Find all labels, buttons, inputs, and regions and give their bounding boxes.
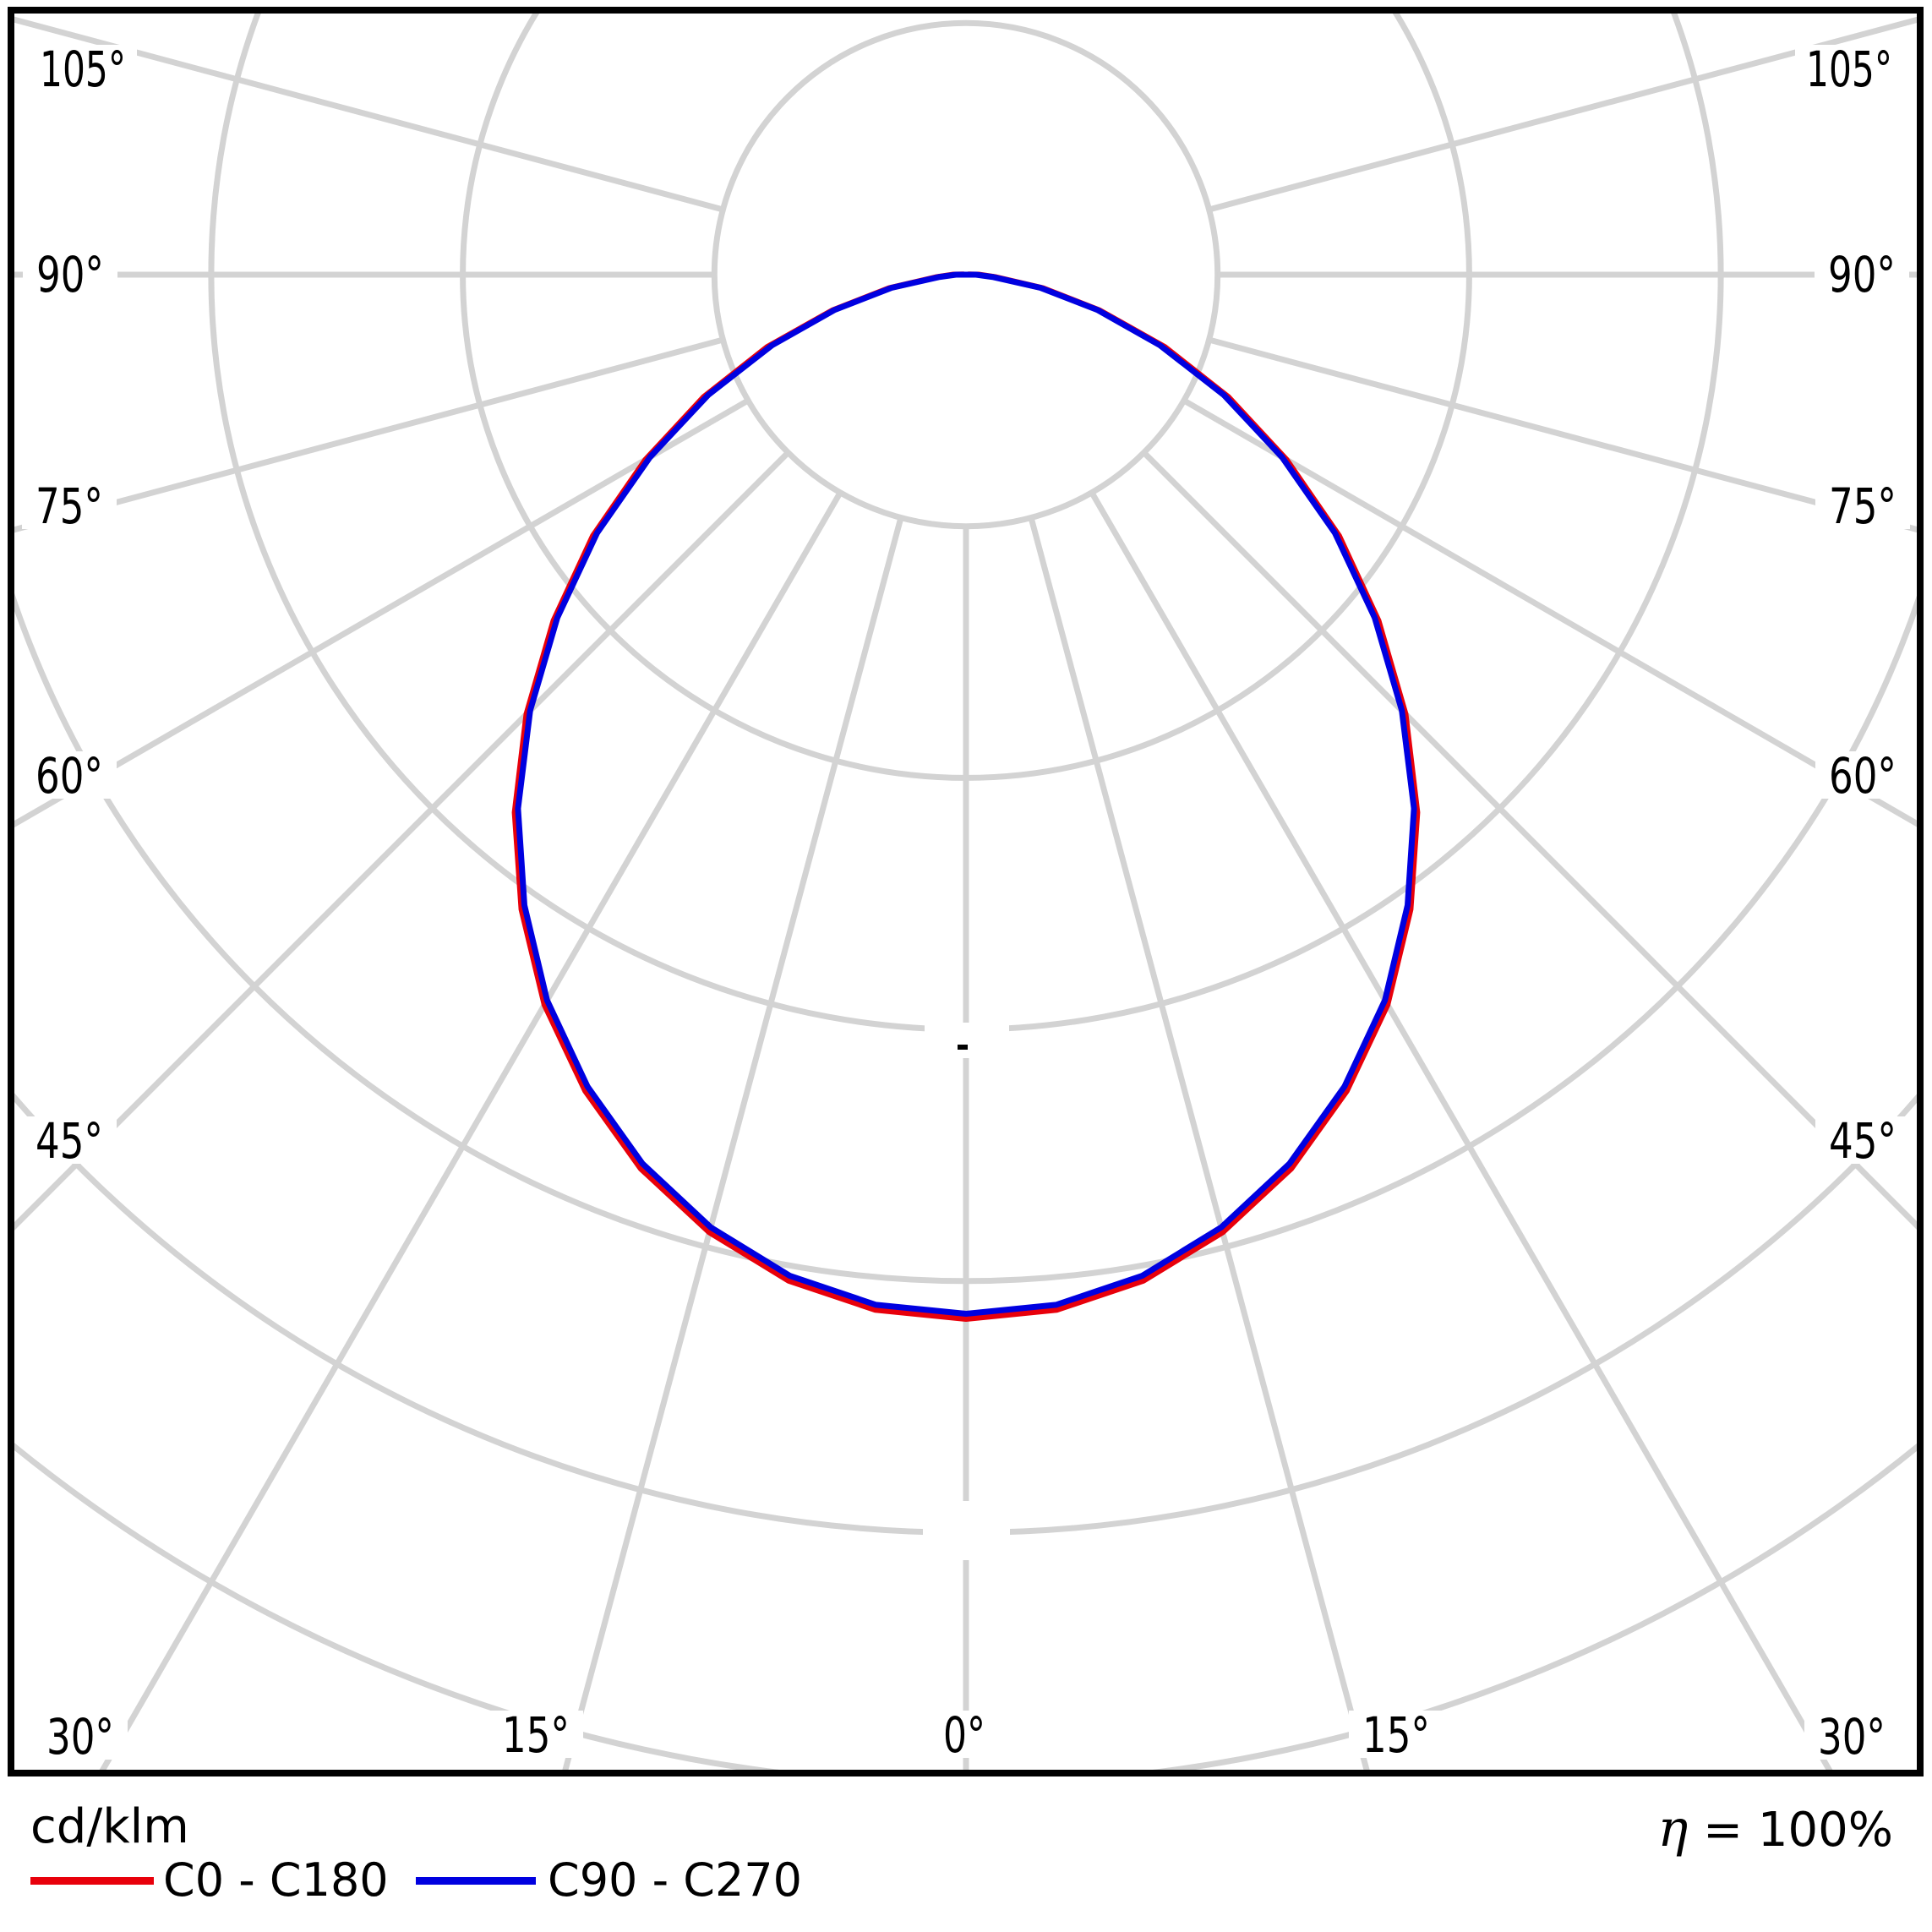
c90-c270-curve	[515, 271, 1417, 1317]
angle-label-chip	[1815, 1116, 1910, 1164]
angle-label-chip	[1815, 482, 1910, 529]
angle-label: 105°	[1806, 41, 1892, 98]
polar-spoke	[1028, 516, 1370, 1770]
legend-swatch-c90-c270	[416, 1877, 536, 1885]
efficiency-label: η = 100%	[1657, 1804, 1893, 1854]
angle-label-chip	[931, 1711, 997, 1758]
polar-spoke	[14, 336, 724, 533]
angle-label-chip	[1795, 45, 1903, 92]
angle-label: 45°	[1829, 1112, 1897, 1170]
angle-label-chip	[23, 250, 117, 297]
eta-value: = 100%	[1688, 1803, 1893, 1858]
polar-spoke	[14, 16, 724, 213]
angle-label-chip	[29, 45, 137, 92]
angle-label: 90°	[36, 246, 104, 303]
angle-label-chip	[1349, 1711, 1444, 1758]
angle-label: 15°	[502, 1706, 570, 1764]
angle-label-chip	[488, 1711, 583, 1758]
polar-spoke	[1208, 16, 1917, 213]
eta-symbol: η	[1657, 1799, 1689, 1858]
origin-tick-mark	[958, 1045, 968, 1050]
angle-label: 15°	[1362, 1706, 1430, 1764]
angle-label: 45°	[35, 1112, 103, 1170]
angle-label-chip	[22, 751, 117, 799]
angle-label: 75°	[1829, 478, 1897, 535]
angle-label-chip	[1815, 751, 1910, 799]
angle-label: 0°	[943, 1706, 985, 1764]
polar-spoke	[562, 516, 904, 1770]
legend-swatch-c0-c180	[30, 1877, 154, 1885]
angle-label-chip	[22, 1116, 117, 1164]
angle-label: 90°	[1828, 246, 1896, 303]
polar-spoke	[14, 450, 790, 1231]
angle-label: 60°	[1829, 747, 1897, 805]
angle-label: 30°	[1818, 1708, 1886, 1766]
angle-label-chip	[22, 482, 117, 529]
ring5-tick-gap	[923, 1501, 1010, 1560]
polar-spoke	[1089, 491, 1833, 1770]
angle-label: 30°	[46, 1708, 114, 1766]
polar-spoke	[1208, 336, 1917, 533]
unit-label: cd/klm	[30, 1799, 189, 1854]
angle-label: 105°	[40, 41, 126, 98]
ring3-tick-gap	[925, 1023, 1009, 1058]
angle-label-chip	[1804, 1712, 1899, 1760]
angle-label: 75°	[35, 478, 103, 535]
angle-label: 60°	[35, 747, 103, 805]
plot-border	[8, 7, 1924, 1776]
legend-label-c0-c180: C0 - C180	[163, 1853, 389, 1907]
angle-label-chip	[1815, 250, 1909, 297]
polar-spoke	[14, 397, 750, 828]
polar-spoke	[99, 491, 843, 1770]
angle-label-chip	[33, 1712, 128, 1760]
legend-label-c90-c270: C90 - C270	[548, 1853, 803, 1907]
polar-spoke	[1142, 450, 1917, 1230]
polar-spoke	[1182, 397, 1917, 827]
